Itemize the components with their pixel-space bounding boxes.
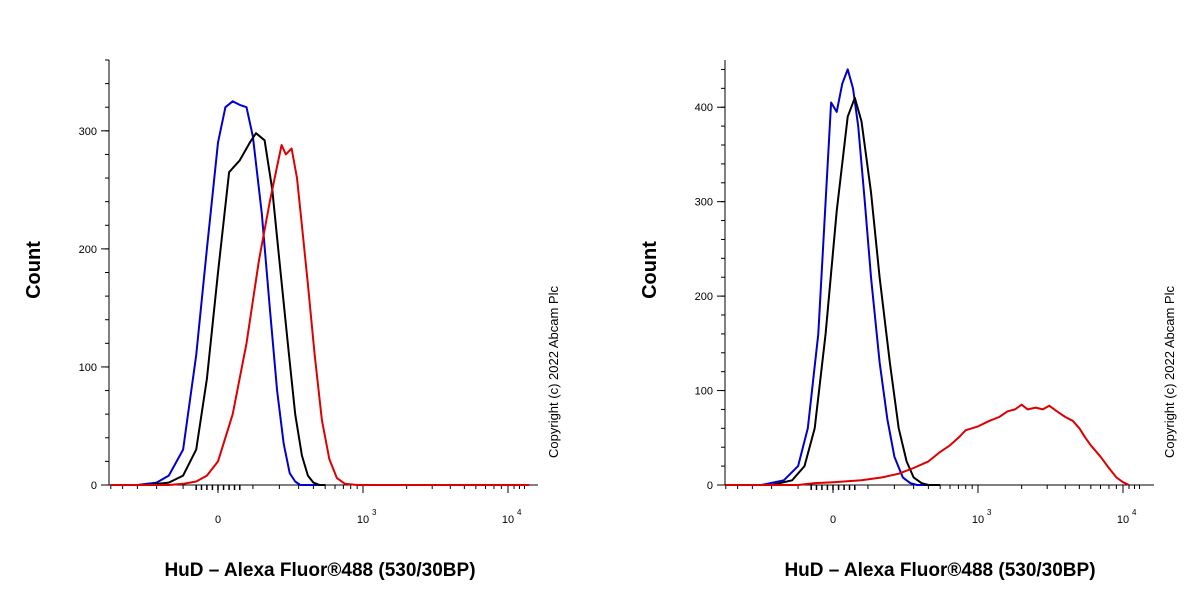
- x-tick-label: 10: [357, 514, 369, 526]
- x-tick-label: 10: [972, 514, 984, 526]
- histogram-series-line: [110, 144, 530, 486]
- y-tick-label: 0: [707, 480, 713, 492]
- x-tick-exponent: 3: [987, 508, 992, 517]
- y-tick-label: 200: [695, 291, 713, 303]
- x-tick-label: 10: [1117, 514, 1129, 526]
- y-tick-label: 100: [695, 386, 713, 398]
- histogram-series-line: [725, 403, 1130, 486]
- x-tick-label: 0: [215, 514, 221, 526]
- y-axis-title: Count: [639, 241, 661, 299]
- copyright-text: Copyright (c) 2022 Abcam Plc: [546, 286, 561, 458]
- histogram-series-line: [725, 68, 929, 486]
- x-tick-exponent: 4: [1132, 508, 1137, 517]
- y-tick-label: 100: [79, 362, 97, 374]
- y-tick-label: 200: [79, 244, 97, 256]
- histogram-series-line: [110, 100, 326, 486]
- y-axis-title: Count: [23, 241, 45, 299]
- y-tick-label: 400: [695, 102, 713, 114]
- x-tick-label: 0: [830, 514, 836, 526]
- histogram-series-line: [725, 96, 941, 486]
- y-tick-label: 0: [91, 480, 97, 492]
- x-axis-title: HuD – Alexa Fluor®488 (530/30BP): [164, 560, 475, 581]
- x-tick-exponent: 3: [372, 508, 377, 517]
- x-axis-title: HuD – Alexa Fluor®488 (530/30BP): [784, 560, 1095, 581]
- x-tick-exponent: 4: [517, 508, 522, 517]
- copyright-text: Copyright (c) 2022 Abcam Plc: [1162, 286, 1177, 458]
- y-tick-label: 300: [79, 126, 97, 138]
- histogram-series-line: [110, 132, 326, 486]
- y-tick-label: 300: [695, 197, 713, 209]
- x-tick-label: 10: [502, 514, 514, 526]
